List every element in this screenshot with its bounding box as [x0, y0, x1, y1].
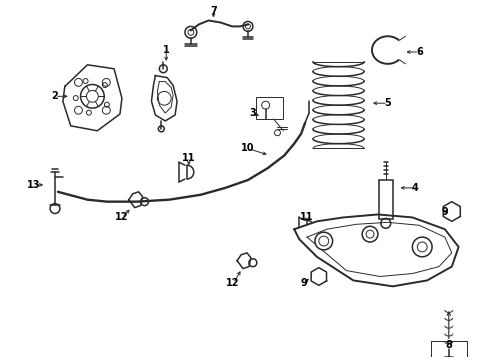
Text: 10: 10 — [241, 144, 255, 153]
Circle shape — [413, 237, 432, 257]
Text: 9: 9 — [301, 278, 307, 288]
Text: 11: 11 — [182, 153, 196, 163]
Text: 12: 12 — [115, 212, 129, 222]
Text: 13: 13 — [26, 180, 40, 190]
Bar — [256, 97, 283, 119]
Text: 9: 9 — [441, 207, 448, 216]
Bar — [431, 342, 466, 360]
Text: 5: 5 — [384, 98, 391, 108]
Text: 2: 2 — [51, 91, 58, 101]
Text: 1: 1 — [163, 45, 170, 55]
Text: 6: 6 — [416, 47, 423, 57]
Circle shape — [362, 226, 378, 242]
Bar — [379, 180, 392, 219]
Text: 8: 8 — [445, 341, 452, 350]
Polygon shape — [294, 215, 459, 286]
Polygon shape — [443, 202, 460, 221]
Circle shape — [447, 207, 457, 216]
Polygon shape — [311, 267, 326, 285]
Circle shape — [315, 232, 333, 250]
Text: 7: 7 — [210, 6, 217, 15]
Text: 11: 11 — [300, 212, 314, 222]
Text: 12: 12 — [226, 278, 240, 288]
Text: 3: 3 — [249, 108, 256, 118]
Circle shape — [315, 273, 323, 280]
Text: 4: 4 — [412, 183, 419, 193]
